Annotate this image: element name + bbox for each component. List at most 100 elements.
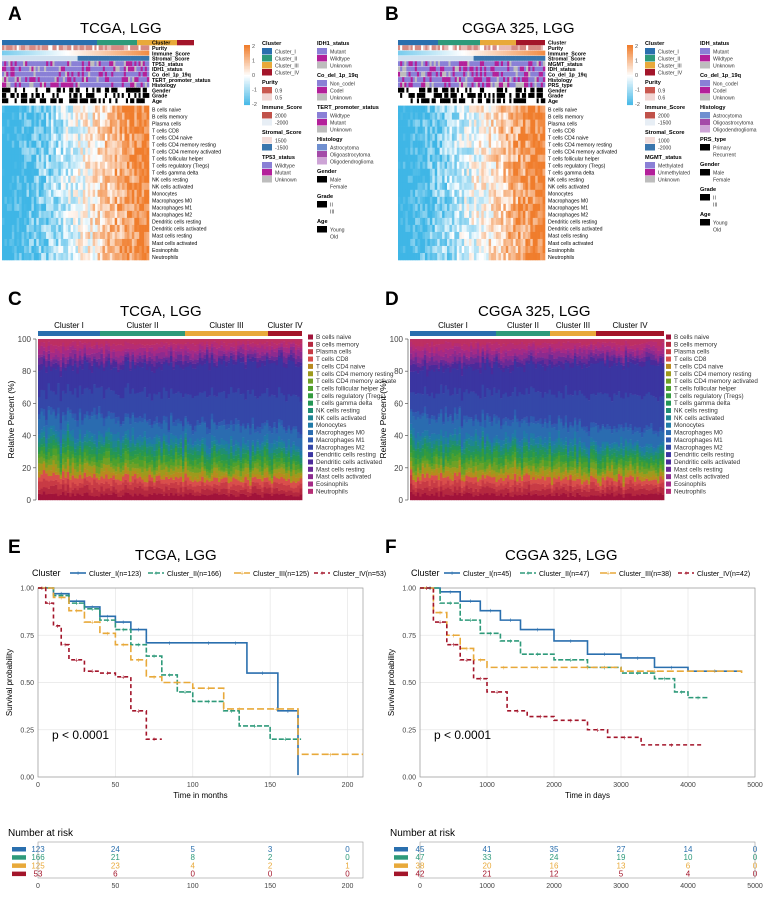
heatmap-cell: [144, 224, 147, 233]
heatmap-cell: [402, 231, 406, 240]
heatmap-cell: [447, 231, 450, 240]
annotation-cell: [477, 45, 481, 51]
legend-item-label: Codel: [330, 88, 344, 94]
annotation-label: Co_del_1p_19q: [548, 73, 587, 79]
heatmap-cell: [429, 182, 433, 191]
heatmap-cell: [510, 126, 514, 134]
heatmap-cell: [131, 133, 135, 141]
cell-type-label: B cells naive: [548, 107, 577, 113]
heatmap-cell: [16, 182, 20, 191]
annotation-cell: [536, 50, 539, 56]
heatmap-cell: [505, 126, 509, 134]
heatmap-cell: [417, 175, 421, 184]
heatmap-cell: [129, 161, 133, 170]
heatmap-cell: [473, 140, 477, 149]
annotation-cell: [435, 71, 439, 77]
heatmap-cell: [542, 161, 546, 170]
heatmap-cell: [21, 238, 25, 247]
heatmap-cell: [493, 238, 497, 247]
stacked-bar-segment: [42, 358, 46, 366]
heatmap-cell: [114, 112, 118, 120]
heatmap-cell: [415, 217, 418, 226]
heatmap-cell: [33, 245, 37, 254]
annotation-cell: [54, 50, 57, 56]
annotation-cell: [117, 45, 120, 51]
heatmap-cell: [11, 119, 15, 127]
heatmap-cell: [493, 231, 497, 240]
legend-swatch: [700, 119, 710, 126]
annotation-cell: [10, 93, 13, 98]
annotation-cell: [6, 61, 9, 67]
heatmap-cell: [41, 126, 44, 134]
stacked-bar-segment: [64, 420, 68, 431]
heatmap-cell: [461, 119, 465, 127]
heatmap-cell: [46, 217, 49, 226]
annotation-cell: [96, 71, 99, 77]
heatmap-cell: [469, 252, 472, 261]
heatmap-cell: [429, 112, 433, 120]
heatmap-cell: [58, 189, 62, 198]
annotation-cell: [503, 77, 506, 82]
heatmap-cell: [530, 182, 534, 191]
annotation-cell: [83, 82, 87, 88]
annotation-cell: [37, 87, 41, 93]
heatmap-cell: [36, 112, 40, 120]
heatmap-cell: [24, 182, 27, 191]
annotation-cell: [69, 66, 72, 72]
annotation-cell: [14, 45, 17, 51]
heatmap-cell: [476, 126, 480, 134]
heatmap-cell: [51, 175, 54, 184]
heatmap-cell: [537, 224, 541, 233]
annotation-cell: [463, 87, 466, 93]
heatmap-cell: [434, 231, 438, 240]
heatmap-cell: [70, 105, 74, 113]
legend-item-label: Mutant: [330, 120, 346, 126]
annotation-cell: [140, 82, 143, 88]
color-scale: [627, 45, 633, 106]
stacked-bar-segment: [59, 359, 63, 367]
heatmap-cell: [405, 175, 409, 184]
heatmap-cell: [107, 112, 111, 120]
stacked-bar-segment: [54, 362, 58, 370]
annotation-cell: [128, 66, 131, 72]
annotation-cell: [83, 45, 87, 51]
annotation-cell: [56, 77, 59, 82]
annotation-cell: [144, 87, 148, 93]
annotation-cell: [98, 61, 101, 67]
annotation-cell: [117, 87, 120, 93]
heatmap-cell: [117, 133, 120, 141]
heatmap-cell: [473, 224, 477, 233]
heatmap-cell: [540, 238, 543, 247]
heatmap-cell: [82, 245, 86, 254]
stacked-bar-segment: [83, 342, 87, 346]
heatmap-cell: [16, 140, 20, 149]
cell-type-label: Macrophages M2: [152, 213, 192, 219]
heatmap-cell: [503, 210, 507, 219]
heatmap-cell: [33, 224, 37, 233]
heatmap-cell: [87, 126, 91, 134]
heatmap-cell: [434, 203, 438, 212]
heatmap-cell: [488, 175, 492, 184]
heatmap-cell: [439, 210, 443, 219]
stacked-bar-segment: [74, 448, 77, 453]
annotation-cell: [437, 71, 441, 77]
annotation-cell: [144, 71, 148, 77]
color-scale-step: [244, 100, 250, 103]
heatmap-cell: [537, 140, 541, 149]
annotation-cell: [500, 87, 504, 93]
stacked-bar-segment: [52, 445, 56, 449]
heatmap-cell: [124, 252, 128, 261]
heatmap-cell: [437, 196, 440, 205]
annotation-cell: [37, 82, 41, 88]
heatmap-cell: [449, 182, 453, 191]
heatmap-cell: [14, 189, 17, 198]
heatmap-cell: [486, 112, 489, 120]
heatmap-cell: [410, 196, 413, 205]
heatmap-cell: [100, 210, 103, 219]
heatmap-cell: [459, 224, 462, 233]
heatmap-cell: [496, 189, 499, 198]
annotation-cell: [29, 82, 32, 88]
heatmap-cell: [104, 217, 108, 226]
heatmap-cell: [478, 140, 482, 149]
heatmap-cell: [122, 217, 125, 226]
